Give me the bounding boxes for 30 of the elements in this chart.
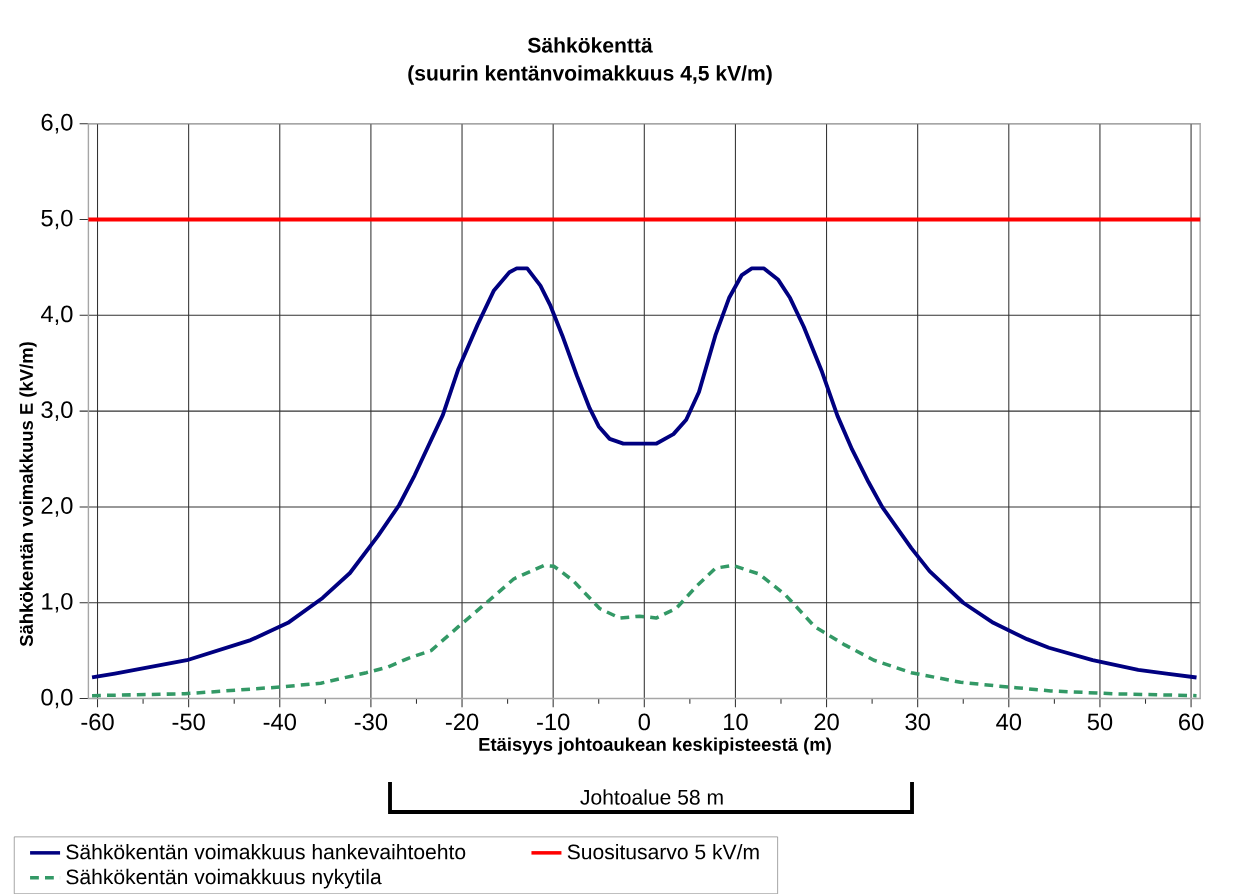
- x-tick-label: -40: [263, 713, 296, 731]
- x-tick-label: 60: [1179, 713, 1204, 731]
- text: Johtoalue 58 m: [580, 789, 723, 805]
- x-tick-label: 10: [724, 713, 748, 731]
- x-tick-label: -60: [81, 713, 114, 731]
- x-tick-label: 50: [1087, 713, 1113, 731]
- x-tick-label: -30: [354, 713, 388, 731]
- y-tick-label: 5,0: [41, 209, 73, 230]
- x-axis-title: Etäisyys johtoaukean keskipisteestä (m): [479, 737, 831, 755]
- x-tick-label: 20: [814, 713, 839, 731]
- y-axis-title: Sähkökentän voimakkuus E (kV/m): [19, 342, 37, 647]
- chart-title: Sähkökenttä: [527, 37, 653, 53]
- x-tick-label: 0: [638, 713, 650, 731]
- x-tick-label: 40: [996, 713, 1022, 731]
- x-tick-label: -50: [172, 713, 205, 731]
- y-tick-label: 6,0: [41, 113, 73, 134]
- x-tick-label: -20: [445, 713, 479, 731]
- y-tick-label: 2,0: [41, 497, 73, 517]
- x-tick-label: -10: [537, 713, 570, 731]
- chart-subtitle: (suurin kentänvoimakkuus 4,5 kV/m): [408, 65, 772, 85]
- y-tick-label: 1,0: [42, 592, 73, 613]
- y-tick-label: 4,0: [40, 305, 73, 326]
- y-tick-label: 3,0: [41, 401, 73, 421]
- line-series: [90, 563, 1199, 698]
- legend-label: Suositusarvo 5 kV/m: [567, 843, 759, 860]
- y-tick-label: 0,0: [41, 688, 73, 709]
- legend-label: Sähkökentän voimakkuus nykytila: [66, 868, 382, 889]
- x-tick-label: 30: [905, 713, 930, 731]
- line-series: [90, 266, 1199, 680]
- legend-label: Sähkökentän voimakkuus hankevaihtoehto: [66, 843, 466, 860]
